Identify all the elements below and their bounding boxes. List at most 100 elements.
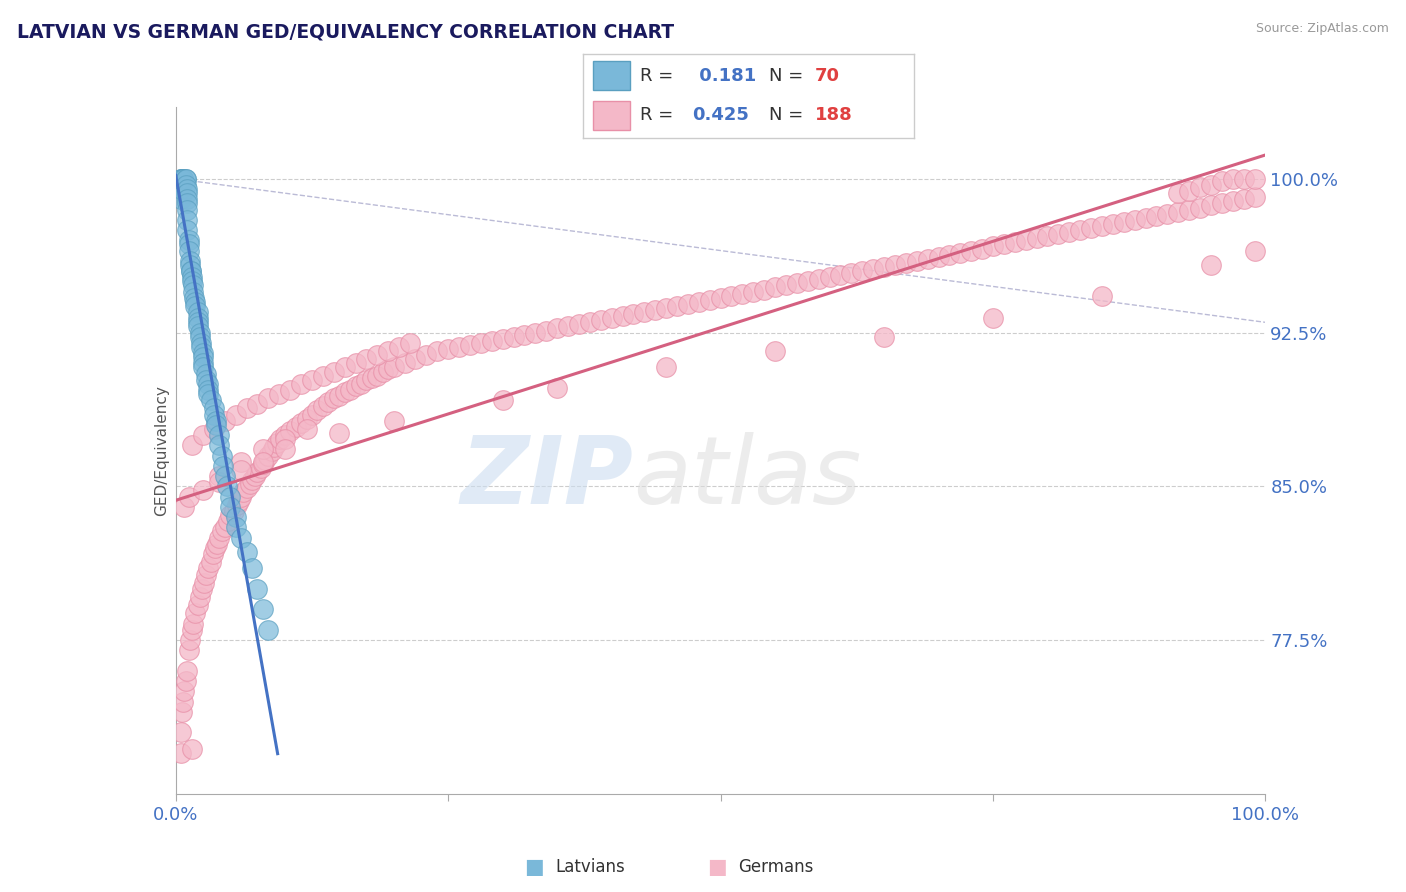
Point xyxy=(172,695,194,709)
Point xyxy=(589,313,612,327)
Point xyxy=(394,356,416,370)
Point xyxy=(754,283,776,297)
Point xyxy=(981,311,1004,326)
Point xyxy=(290,416,312,430)
Point xyxy=(246,397,269,411)
Point xyxy=(186,319,209,334)
Point xyxy=(240,473,263,487)
Point xyxy=(186,311,209,326)
Point xyxy=(170,171,193,186)
Point xyxy=(252,455,274,469)
Point xyxy=(191,346,214,360)
Point xyxy=(612,309,634,323)
Point xyxy=(437,342,460,356)
Point xyxy=(217,514,239,528)
Point xyxy=(181,438,204,452)
Point xyxy=(200,393,222,408)
Point xyxy=(1243,244,1265,258)
Point xyxy=(205,414,228,428)
Point xyxy=(181,616,204,631)
Point xyxy=(333,384,356,399)
Point xyxy=(219,490,242,504)
Point xyxy=(174,171,197,186)
Point xyxy=(1232,171,1256,186)
Point xyxy=(763,344,786,359)
Point xyxy=(266,436,288,450)
Point xyxy=(252,442,274,457)
Point xyxy=(949,245,972,260)
Point xyxy=(502,329,524,343)
Point xyxy=(1243,190,1265,204)
Point xyxy=(225,408,247,422)
Point xyxy=(1178,202,1201,217)
Point xyxy=(214,469,236,483)
Point xyxy=(1178,184,1201,198)
Point xyxy=(186,305,209,319)
Point xyxy=(1232,192,1256,206)
Point xyxy=(534,324,557,338)
Point xyxy=(245,469,267,483)
Point xyxy=(1091,288,1114,302)
Point xyxy=(190,335,212,350)
Point xyxy=(415,348,437,362)
Point xyxy=(524,326,547,340)
Point xyxy=(377,344,399,359)
Point xyxy=(179,258,201,272)
Point xyxy=(366,368,388,383)
Point xyxy=(600,311,623,326)
Text: Germans: Germans xyxy=(738,858,814,876)
Point xyxy=(388,340,411,354)
Point xyxy=(307,403,329,417)
Y-axis label: GED/Equivalency: GED/Equivalency xyxy=(153,385,169,516)
Point xyxy=(177,233,200,247)
Point xyxy=(177,237,200,252)
Point xyxy=(1015,233,1038,247)
Point xyxy=(1211,174,1233,188)
Point xyxy=(197,561,219,575)
Point xyxy=(1135,211,1157,225)
Point xyxy=(1167,204,1189,219)
Point xyxy=(731,286,754,301)
Point xyxy=(830,268,852,282)
Point xyxy=(197,383,219,397)
Point xyxy=(177,643,200,657)
Bar xyxy=(593,62,630,90)
Point xyxy=(176,192,198,206)
Point xyxy=(399,335,422,350)
Point xyxy=(970,242,993,256)
Point xyxy=(205,417,228,432)
Point xyxy=(301,373,323,387)
Point xyxy=(170,171,193,186)
Point xyxy=(172,171,194,186)
Text: R =: R = xyxy=(640,106,679,124)
Point xyxy=(492,393,515,408)
Point xyxy=(260,444,283,458)
Point xyxy=(546,381,568,395)
Point xyxy=(188,329,211,343)
Point xyxy=(176,223,198,237)
Point xyxy=(993,237,1015,252)
Point xyxy=(1199,198,1222,212)
Point xyxy=(284,420,307,434)
Point xyxy=(807,272,830,286)
Point xyxy=(208,438,231,452)
Point xyxy=(191,582,214,596)
Text: 0.425: 0.425 xyxy=(693,106,749,124)
Point xyxy=(1036,229,1059,244)
Point xyxy=(873,329,896,343)
Point xyxy=(1057,225,1080,239)
Text: LATVIAN VS GERMAN GED/EQUIVALENCY CORRELATION CHART: LATVIAN VS GERMAN GED/EQUIVALENCY CORREL… xyxy=(17,22,673,41)
Point xyxy=(174,674,197,689)
Point xyxy=(219,508,242,522)
Point xyxy=(208,428,231,442)
Point xyxy=(225,520,247,534)
Point xyxy=(249,461,271,475)
Point xyxy=(1047,227,1070,242)
Point xyxy=(621,307,644,321)
Point xyxy=(274,442,297,457)
Text: Latvians: Latvians xyxy=(555,858,626,876)
Point xyxy=(195,373,218,387)
Point xyxy=(775,278,797,293)
Point xyxy=(193,575,215,590)
Point xyxy=(179,253,201,268)
